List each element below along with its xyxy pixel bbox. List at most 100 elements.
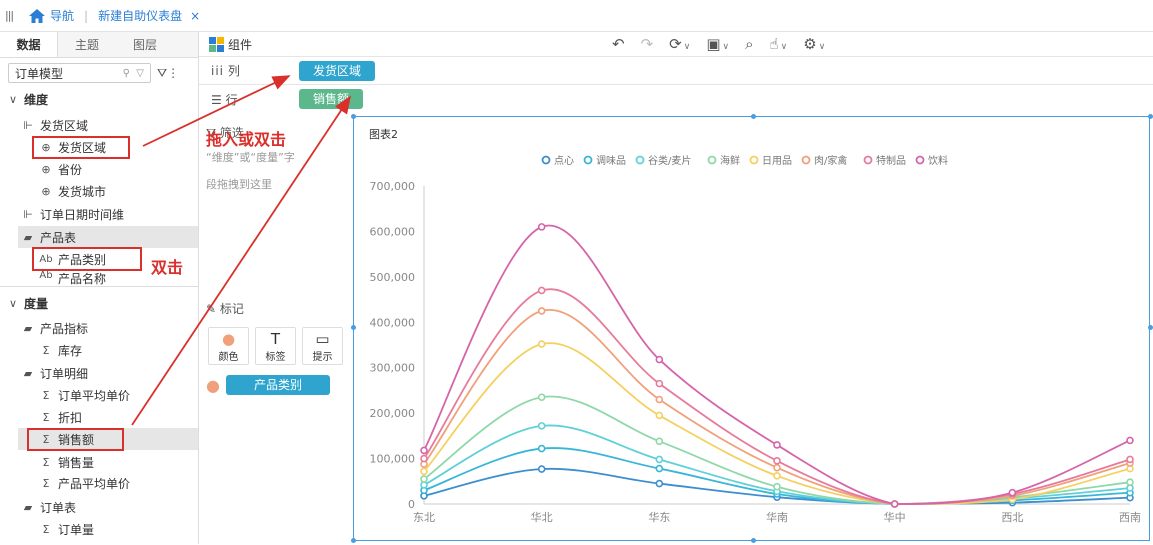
redo-icon[interactable]: ↷: [640, 35, 654, 53]
tree-product-avg-price[interactable]: Σ 产品平均单价: [38, 472, 131, 494]
legend-marker: [801, 155, 811, 165]
tree-product-metrics[interactable]: ▰ 产品指标: [20, 317, 88, 339]
resize-handle[interactable]: [351, 325, 356, 330]
close-icon[interactable]: ×: [190, 8, 201, 23]
tab-theme[interactable]: 主题: [74, 38, 99, 52]
tree-discount[interactable]: Σ 折扣: [38, 406, 83, 428]
mark-label-button[interactable]: T 标签: [255, 327, 296, 365]
data-panel: 数据 主题 图层 订单模型 ⚲ ▽ ⛛⋮: [0, 32, 199, 544]
sigma-icon: Σ: [42, 476, 50, 490]
model-select[interactable]: 订单模型 ⚲ ▽: [8, 63, 151, 83]
tab-data[interactable]: 数据: [0, 32, 58, 57]
sigma-icon: Σ: [42, 522, 50, 536]
resize-handle[interactable]: [1148, 325, 1153, 330]
legend-label: 海鲜: [720, 154, 740, 167]
tree-label: 产品表: [40, 230, 77, 245]
tree-label: 折扣: [58, 410, 83, 425]
measure-section[interactable]: ∨ 度量: [8, 292, 48, 314]
tree-ship-region[interactable]: ⊕ 发货区域: [38, 136, 106, 158]
tree-label: 订单平均单价: [58, 388, 131, 403]
x-tick-label: 华东: [648, 510, 670, 524]
mark-tooltip-label: 提示: [312, 351, 333, 363]
tab-layer[interactable]: 图层: [132, 38, 157, 52]
resize-handle[interactable]: [351, 538, 356, 543]
data-point: [1126, 436, 1134, 445]
data-point: [773, 482, 781, 491]
tree-ship-region-group[interactable]: ⊩ 发货区域: [20, 114, 88, 136]
tree-label: 订单表: [40, 500, 77, 515]
mark-color-button[interactable]: ● 颜色: [208, 327, 249, 365]
sigma-icon: Σ: [42, 388, 50, 402]
tree-sales-qty[interactable]: Σ 销售量: [38, 451, 95, 473]
data-point: [537, 465, 546, 473]
arrow-to-row-shelf: [131, 95, 351, 426]
tree-label: 发货区域: [58, 140, 107, 155]
menu-icon[interactable]: |||: [5, 9, 14, 22]
tree-province[interactable]: ⊕ 省份: [38, 158, 82, 180]
data-point: [773, 472, 781, 480]
x-tick-label: 华中: [884, 510, 906, 524]
y-tick-label: 700,000: [370, 180, 416, 193]
data-point: [890, 500, 899, 508]
folder-icon: ▰: [23, 500, 33, 514]
tree-sales-amount[interactable]: Σ 销售额: [18, 428, 198, 450]
chart-component[interactable]: 图表2 点心 调味品 谷类/麦片 海鲜 日用品 肉/家禽 特制品 饮料 0 100,000 200,0…: [353, 116, 1150, 541]
preview-icon[interactable]: ⌕: [745, 35, 754, 53]
tree-product-name[interactable]: Ab 产品名称: [38, 270, 106, 286]
settings-icon[interactable]: ⚙ ∨: [803, 35, 826, 53]
mark-color-label: 颜色: [218, 351, 239, 363]
mark-buttons: ● 颜色 T 标签 ▭ 提示: [208, 327, 351, 365]
data-point: [420, 467, 428, 476]
resize-handle[interactable]: [351, 114, 356, 119]
tree-order-count[interactable]: Σ 订单量: [38, 518, 95, 540]
resize-handle[interactable]: [1148, 114, 1153, 119]
tree-order-table[interactable]: ▰ 订单表: [20, 496, 76, 518]
save-icon[interactable]: ▣ ∨: [706, 35, 730, 53]
y-tick-label: 600,000: [370, 225, 416, 238]
data-point: [655, 395, 664, 404]
resize-handle[interactable]: [751, 538, 756, 543]
data-point: [655, 411, 664, 420]
hand-icon[interactable]: ☝ ∨: [769, 35, 788, 53]
tree-label: 产品名称: [58, 272, 107, 286]
data-point: [655, 355, 664, 364]
filter-area[interactable]: ⛛ 筛选 “维度”或“度量”字 段拖拽到这里: [206, 124, 351, 192]
columns-icon: iii: [211, 64, 225, 78]
color-pill-product-category[interactable]: 产品类别: [225, 375, 330, 395]
dashboard-tab[interactable]: 新建自助仪表盘 ×: [92, 0, 206, 32]
tree-order-date-dim[interactable]: ⊩ 订单日期时间维: [20, 203, 124, 225]
hierarchy-icon: ⊩: [23, 207, 33, 221]
refresh-icon[interactable]: ⟳ ∨: [669, 35, 691, 53]
mark-header: ✎ 标记: [206, 300, 351, 317]
data-point: [773, 441, 781, 449]
tree-label: 发货城市: [58, 184, 107, 199]
measure-title: 度量: [24, 296, 49, 311]
mark-tooltip-button[interactable]: ▭ 提示: [302, 327, 343, 365]
left-tabs: 数据 主题 图层: [0, 32, 198, 58]
tree-product-category[interactable]: Ab 产品类别: [38, 248, 106, 270]
resize-handle[interactable]: [751, 114, 756, 119]
legend-marker: [635, 155, 645, 165]
nav-tab[interactable]: 导航: [23, 0, 80, 32]
tree-stock[interactable]: Σ 库存: [38, 339, 83, 361]
folder-icon: ▰: [23, 230, 33, 244]
legend-marker: [541, 155, 551, 165]
tree-ship-city[interactable]: ⊕ 发货城市: [38, 180, 106, 202]
tree-order-detail[interactable]: ▰ 订单明细: [20, 362, 88, 384]
globe-icon: ⊕: [41, 184, 51, 198]
dimension-title: 维度: [24, 92, 49, 107]
x-tick-label: 西南: [1119, 511, 1141, 524]
filter-icon[interactable]: ⛛⋮: [157, 65, 180, 80]
tree-product-table[interactable]: ▰ 产品表: [18, 226, 198, 248]
legend-label: 饮料: [928, 154, 948, 167]
y-tick-label: 200,000: [370, 407, 416, 420]
tree-avg-unit-price[interactable]: Σ 订单平均单价: [38, 384, 131, 406]
legend-marker: [915, 155, 925, 165]
component-title-label: 组件: [228, 37, 253, 52]
undo-icon[interactable]: ↶: [612, 35, 625, 53]
search-icon[interactable]: ⚲ ▽: [122, 67, 144, 79]
column-pill-ship-region[interactable]: 发货区域: [299, 60, 375, 81]
data-point: [537, 340, 546, 348]
dimension-section[interactable]: ∨ 维度: [8, 88, 48, 110]
